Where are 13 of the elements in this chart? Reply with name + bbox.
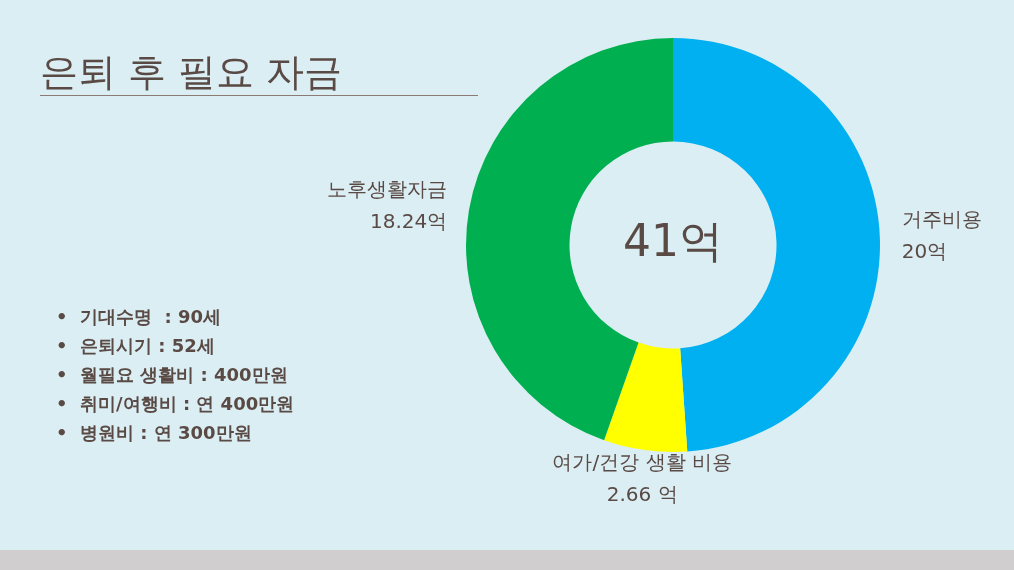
text: • 병원비 : 연 300만원	[56, 421, 253, 445]
data-label: 2.66 억	[606, 482, 678, 507]
text: • 은퇴시기 : 52세	[56, 334, 216, 358]
text: • 취미/여행비 : 연 400만원	[56, 392, 295, 416]
chart-title: 은퇴 후 필요 자금	[40, 49, 343, 96]
data-label: 20억	[901, 239, 948, 264]
data-label: 18.24억	[370, 208, 448, 233]
text: • 월필요 생활비 : 400만원	[56, 363, 289, 387]
text: • 기대수명 : 90세	[56, 305, 223, 329]
slice-label: 여가/건강 생활 비용	[552, 450, 732, 475]
text: 41억	[623, 215, 723, 267]
slice-label: 거주비용	[901, 207, 982, 232]
slice-label: 노후생활자금	[327, 176, 448, 201]
